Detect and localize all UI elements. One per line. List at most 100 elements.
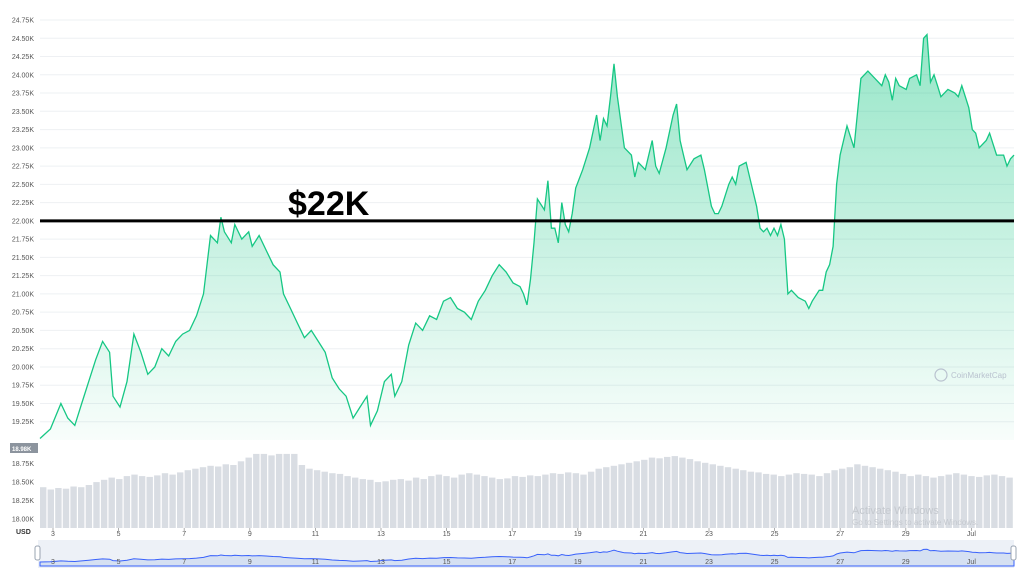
volume-bar <box>352 477 359 528</box>
volume-bar <box>275 453 283 528</box>
navigator-tick-label: 23 <box>705 559 713 566</box>
y-tick-label: 22.50K <box>12 182 35 189</box>
volume-bar <box>443 476 450 528</box>
y-tick-label: 22.75K <box>12 164 35 171</box>
y-tick-label: 20.75K <box>12 310 35 317</box>
volume-bar <box>770 474 777 528</box>
volume-bar <box>839 468 846 528</box>
volume-bar <box>344 476 351 528</box>
navigator-tick-label: 19 <box>574 559 582 566</box>
volume-bar <box>146 476 153 528</box>
volume-bar <box>40 487 47 528</box>
volume-bar <box>291 453 298 528</box>
volume-bar <box>945 474 952 528</box>
volume-bar <box>587 471 595 528</box>
x-tick-label: 19 <box>574 531 582 538</box>
volume-bar <box>207 465 214 528</box>
volume-bar <box>245 457 252 528</box>
volume-bar <box>991 474 998 528</box>
navigator-tick-label: 17 <box>508 559 516 566</box>
volume-bar <box>359 479 366 528</box>
navigator-left-handle[interactable] <box>34 545 41 561</box>
y-tick-label: 23.75K <box>12 91 35 98</box>
volume-bar <box>374 482 382 528</box>
x-tick-label: 5 <box>117 531 121 538</box>
volume-bar <box>100 479 108 528</box>
volume-axis-ticks: 18.75K 18.50K 18.25K 18.00K <box>12 461 35 524</box>
volume-bar <box>915 474 922 528</box>
watermark-text: CoinMarketCap <box>951 371 1007 380</box>
volume-bar <box>762 473 770 528</box>
volume-bar <box>808 474 815 528</box>
volume-bar <box>397 479 404 528</box>
y-tick-label: 20.25K <box>12 346 35 353</box>
volume-bar <box>960 474 968 528</box>
volume-bar <box>755 472 762 528</box>
navigator-line <box>39 548 1015 567</box>
navigator-tick-label: 25 <box>771 559 779 566</box>
volume-bar <box>823 473 831 528</box>
volume-bar <box>557 473 564 528</box>
volume-bar <box>922 476 930 528</box>
volume-bar <box>519 476 526 528</box>
price-area-fill <box>40 34 1014 440</box>
volume-bar <box>625 462 633 528</box>
volume-bar <box>884 470 891 528</box>
volume-bar <box>953 473 960 528</box>
y-tick-label: 22.00K <box>12 218 35 225</box>
volume-bar <box>154 475 161 528</box>
volume-bar <box>694 461 701 528</box>
volume-bar <box>976 476 983 528</box>
volume-bar <box>854 464 861 528</box>
currency-label: USD <box>16 529 31 536</box>
volume-bar <box>846 467 853 528</box>
y-tick-label: 19.25K <box>12 419 35 426</box>
volume-bar <box>108 477 115 528</box>
x-tick-label: 9 <box>248 531 252 538</box>
y-tick-label: 21.50K <box>12 255 35 262</box>
y-tick-label: 22.25K <box>12 200 35 207</box>
volume-bar <box>861 465 869 528</box>
volume-bar <box>572 473 580 528</box>
volume-bar <box>268 455 275 528</box>
volume-tick-label: 18.50K <box>12 480 35 487</box>
current-low-label: 18.98K <box>12 447 32 453</box>
x-tick-label: 23 <box>705 531 713 538</box>
volume-bar <box>527 475 534 528</box>
x-tick-label: 29 <box>902 531 910 538</box>
volume-bar <box>131 474 138 528</box>
volume-bar <box>542 474 549 528</box>
navigator-right-handle[interactable] <box>1010 545 1017 561</box>
volume-bar <box>1006 477 1013 528</box>
activate-windows-title: Activate Windows <box>852 505 939 517</box>
volume-bar <box>511 476 519 528</box>
y-tick-label: 20.50K <box>12 328 35 335</box>
navigator-ticks: 3 5 7 9 11 13 15 17 19 21 23 25 27 29 Jul <box>51 559 976 566</box>
volume-bar <box>831 470 838 528</box>
volume-bar <box>184 470 191 528</box>
activate-windows-watermark: Activate Windows Go to Settings to activ… <box>852 505 978 527</box>
volume-bar <box>177 472 184 528</box>
volume-bar <box>899 473 907 528</box>
volume-bar <box>313 470 321 528</box>
navigator-tick-label: 7 <box>182 559 186 566</box>
navigator-tick-label: 11 <box>312 559 319 566</box>
volume-bar <box>367 479 374 528</box>
volume-bar <box>983 475 990 528</box>
y-tick-label: 24.50K <box>12 36 35 43</box>
x-tick-label: 11 <box>312 531 319 538</box>
volume-bar <box>778 476 785 528</box>
y-tick-label: 24.25K <box>12 54 35 61</box>
volume-bar <box>237 461 245 528</box>
volume-bar <box>329 473 336 528</box>
volume-bar <box>336 473 344 528</box>
navigator-tick-label: 13 <box>377 559 385 566</box>
navigator-tick-label: 3 <box>51 559 55 566</box>
y-tick-label: 24.75K <box>12 18 35 25</box>
navigator[interactable]: 3 5 7 9 11 13 15 17 19 21 23 25 27 29 Jul <box>34 540 1017 568</box>
volume-bar <box>78 487 85 528</box>
volume-bar <box>656 458 663 528</box>
volume-bar <box>671 456 678 528</box>
volume-bar <box>253 453 260 528</box>
